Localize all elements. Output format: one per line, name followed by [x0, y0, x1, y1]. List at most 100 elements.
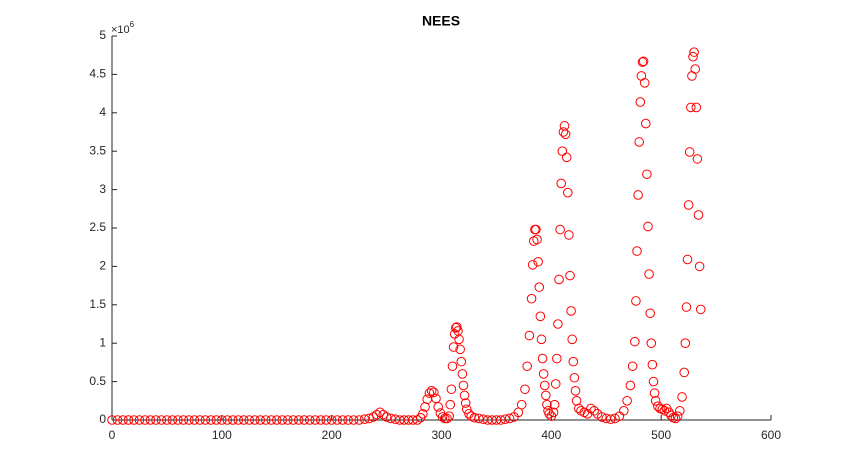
point [173, 415, 183, 425]
point [633, 190, 643, 200]
y-tick-label: 2 [99, 259, 106, 273]
point [260, 415, 271, 425]
point [570, 386, 581, 396]
y-tick-label: 3.5 [89, 143, 106, 157]
point [266, 415, 277, 425]
point [560, 129, 571, 140]
point [189, 415, 200, 425]
point [549, 399, 560, 410]
y-tick-label: 1 [99, 335, 106, 349]
point [544, 409, 554, 419]
point [555, 224, 565, 235]
x-tick-label: 600 [761, 428, 781, 442]
point [371, 409, 382, 420]
point [689, 47, 699, 57]
point [552, 353, 562, 364]
point [675, 405, 685, 416]
point [541, 390, 551, 401]
point [649, 388, 660, 398]
point [118, 415, 128, 425]
point [233, 415, 244, 425]
point [589, 405, 599, 416]
point [537, 353, 548, 364]
point [645, 308, 655, 319]
point [637, 57, 648, 67]
point [692, 154, 703, 164]
point [500, 414, 511, 425]
point [548, 407, 559, 418]
y-tick-label: 1.5 [89, 297, 106, 311]
y-tick-label: 0 [99, 412, 106, 426]
point [565, 270, 575, 281]
point [634, 137, 645, 147]
point [504, 413, 515, 424]
point [532, 234, 542, 245]
point [452, 322, 462, 332]
point [447, 361, 458, 372]
point [368, 412, 379, 422]
point [107, 415, 117, 425]
point [454, 334, 464, 345]
point [659, 405, 670, 416]
x-tick-label: 200 [322, 428, 342, 442]
point [200, 415, 211, 425]
point [429, 387, 439, 398]
point [639, 78, 650, 88]
x-tick-label: 400 [541, 428, 561, 442]
point [206, 415, 216, 425]
point [553, 319, 563, 329]
point [299, 415, 310, 425]
point [145, 415, 156, 425]
point [631, 296, 641, 306]
point [542, 399, 552, 410]
point [522, 361, 532, 372]
y-multiplier-base: ×10 [111, 24, 130, 36]
point [222, 415, 233, 425]
point [195, 415, 205, 425]
point [167, 415, 178, 425]
point [178, 415, 189, 425]
point [563, 187, 573, 198]
point [644, 269, 654, 279]
x-tick-label: 500 [651, 428, 671, 442]
point [337, 415, 348, 425]
point [683, 200, 694, 210]
point [610, 413, 620, 424]
point [686, 102, 696, 113]
point [533, 256, 543, 267]
point [134, 415, 145, 425]
point [597, 412, 607, 422]
y-multiplier: ×106 [111, 20, 135, 36]
x-tick-label: 300 [431, 428, 451, 442]
point [539, 380, 550, 391]
point [695, 304, 706, 315]
point [426, 386, 437, 396]
point [460, 398, 471, 408]
point [536, 334, 547, 345]
point [354, 415, 364, 425]
point [534, 282, 545, 292]
point [217, 415, 227, 425]
point [321, 415, 331, 425]
point [458, 380, 469, 391]
point [647, 359, 658, 370]
point [679, 367, 690, 378]
point [526, 293, 537, 304]
point [682, 254, 693, 265]
y-tick-label: 0.5 [89, 374, 106, 388]
point [437, 412, 448, 422]
point [556, 178, 567, 189]
point [277, 415, 288, 425]
point [569, 372, 580, 383]
point [625, 380, 636, 391]
point [444, 411, 454, 421]
point [672, 411, 683, 421]
point [690, 64, 701, 74]
point [516, 399, 527, 410]
point [359, 414, 370, 425]
point [304, 415, 315, 425]
point [326, 415, 337, 425]
point [677, 392, 687, 402]
point [315, 415, 326, 425]
point [123, 415, 134, 425]
